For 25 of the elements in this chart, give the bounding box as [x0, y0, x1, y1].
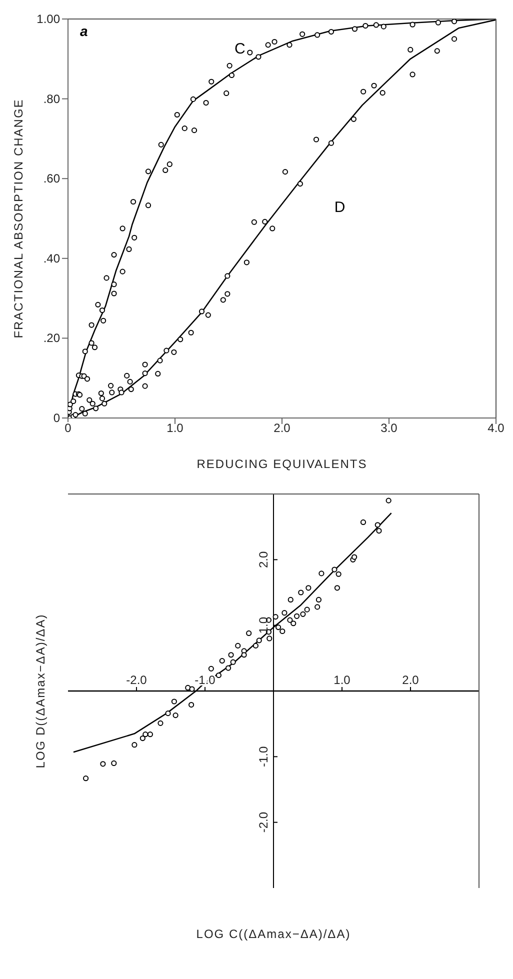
x-tick-label: 4.0 — [488, 421, 505, 435]
x-tick-label: 2.0 — [274, 421, 291, 435]
x-tick-label: 2.0 — [402, 673, 420, 687]
text: D — [334, 198, 346, 216]
y-axis-title: FRACTIONAL ABSORPTION CHANGE — [11, 98, 26, 338]
x-tick-label: 1.0 — [334, 673, 351, 687]
annotation: a — [80, 23, 88, 39]
y-tick-label: .60 — [43, 172, 60, 186]
x-tick-label: -2.0 — [126, 673, 148, 687]
y-tick-label: -1.0 — [256, 746, 270, 768]
x-axis-title: LOG C((ΔAmax−ΔA)/ΔA) — [196, 927, 351, 941]
y-axis-title: LOG D((ΔAmax−ΔA)/ΔA) — [33, 614, 48, 768]
series-label: C — [234, 40, 246, 58]
x-tick-label: 1.0 — [166, 421, 184, 435]
y-tick-label: 2.0 — [256, 551, 270, 568]
x-tick-label: 0 — [64, 421, 72, 435]
y-tick-label: 1.0 — [256, 616, 270, 634]
y-tick-label: .40 — [43, 251, 60, 266]
y-tick-label: -2.0 — [256, 812, 270, 833]
x-axis-title: REDUCING EQUIVALENTS — [196, 457, 368, 471]
y-tick-label: 1.00 — [36, 12, 60, 26]
y-tick-label: .80 — [43, 92, 60, 106]
y-tick-label: 0 — [53, 411, 60, 425]
x-tick-label: 3.0 — [380, 421, 398, 435]
y-tick-label: .20 — [43, 331, 60, 346]
